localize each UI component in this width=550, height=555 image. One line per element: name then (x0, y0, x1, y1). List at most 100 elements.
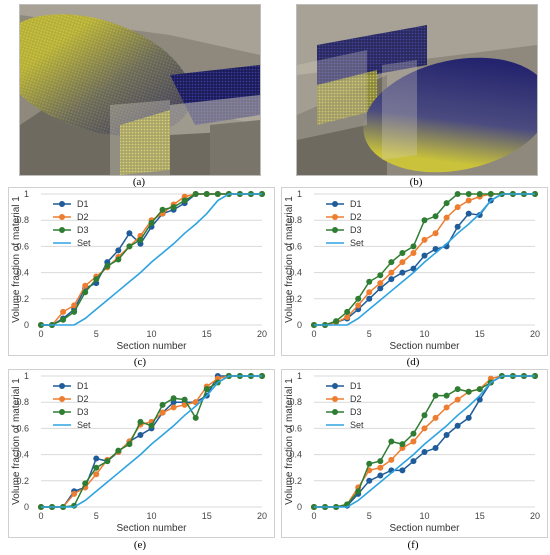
data-point-d2 (71, 490, 78, 497)
data-point-d3 (355, 295, 362, 302)
data-point-d2 (71, 302, 78, 309)
panel-label-c: (c) (133, 356, 147, 368)
data-point-d3 (214, 191, 221, 197)
x-tick-label: 15 (202, 329, 212, 339)
legend-label: Set (77, 420, 91, 430)
data-point-d1 (366, 477, 373, 484)
series-line-d3 (314, 193, 535, 326)
chart-c-frame: 0 0.2 0.4 0.6 0.8 1 0 5 10 15 20 Section number Volu… (8, 187, 275, 356)
data-point-d3 (454, 191, 461, 197)
data-point-d2 (443, 214, 450, 221)
series-line-d2 (314, 193, 535, 326)
data-point-d1 (377, 472, 384, 479)
legend-label: D3 (350, 407, 362, 417)
y-tick-label: 0.8 (16, 215, 29, 225)
panel-label-d: (d) (406, 356, 420, 368)
data-point-d2 (399, 259, 406, 266)
y-tick-label: 0.8 (289, 397, 302, 407)
x-axis-title: Section number (389, 523, 460, 534)
y-tick-label: 0.4 (289, 268, 302, 278)
legend-marker (332, 201, 338, 207)
legend-label: D3 (77, 225, 89, 235)
data-point-d3 (476, 386, 483, 393)
data-point-d3 (93, 464, 100, 471)
data-point-d3 (159, 401, 166, 408)
x-tick-label: 5 (367, 329, 372, 339)
data-point-d1 (476, 211, 483, 218)
panel-label-a: (a) (132, 176, 146, 188)
y-tick-label: 0.6 (16, 423, 29, 433)
data-point-d3 (476, 191, 483, 197)
x-tick-label: 15 (475, 511, 485, 521)
data-point-d1 (421, 448, 428, 455)
x-tick-label: 5 (94, 329, 99, 339)
data-point-d2 (388, 456, 395, 463)
data-point-d3 (366, 278, 373, 285)
legend-label: D2 (350, 212, 362, 222)
data-point-d3 (192, 191, 199, 197)
data-point-d2 (60, 308, 67, 315)
legend-label: D2 (350, 394, 362, 404)
data-point-d1 (377, 285, 384, 292)
x-tick-label: 0 (38, 329, 43, 339)
legend-label: Set (350, 420, 364, 430)
x-axis-title: Section number (116, 523, 187, 534)
y-tick-label: 0 (297, 502, 302, 512)
legend-marker (59, 396, 65, 402)
series-line-set (41, 193, 262, 326)
data-point-d3 (432, 213, 439, 220)
legend-marker (332, 396, 338, 402)
y-tick-label: 0.2 (289, 294, 302, 304)
x-tick-label: 10 (419, 329, 429, 339)
data-point-d3 (71, 308, 78, 315)
data-point-d3 (170, 395, 177, 402)
panel-label-e: (e) (133, 539, 147, 551)
data-point-d3 (192, 414, 199, 421)
data-point-d3 (181, 396, 188, 403)
series-line-d1 (314, 193, 535, 326)
data-point-d1 (432, 445, 439, 452)
data-point-d1 (465, 414, 472, 421)
data-point-d3 (115, 256, 122, 263)
data-point-d3 (421, 217, 428, 224)
y-tick-label: 0.6 (289, 423, 302, 433)
render-a-image (20, 5, 260, 175)
render-a (19, 4, 261, 176)
data-point-d3 (377, 458, 384, 465)
x-tick-label: 0 (311, 329, 316, 339)
legend-label: D3 (350, 225, 362, 235)
data-point-d3 (137, 418, 144, 425)
x-tick-label: 20 (257, 329, 267, 339)
y-tick-label: 0.6 (16, 241, 29, 251)
series-line-d3 (314, 375, 535, 508)
series-line-set (314, 193, 535, 326)
data-point-d2 (344, 314, 351, 321)
legend-marker (332, 227, 338, 233)
data-point-d3 (465, 388, 472, 395)
chart-f-frame: 0 0.2 0.4 0.6 0.8 1 0 5 10 15 20 Section number Volu… (281, 369, 548, 538)
legend-marker (59, 214, 65, 220)
data-point-d1 (126, 230, 133, 237)
data-point-d1 (443, 431, 450, 438)
data-point-d3 (126, 441, 133, 448)
data-point-d3 (104, 458, 111, 465)
data-point-d2 (465, 197, 472, 204)
x-axis-title: Section number (116, 341, 187, 352)
data-point-d2 (82, 282, 89, 289)
data-point-d3 (388, 259, 395, 266)
y-tick-label: 1 (297, 189, 302, 199)
y-tick-label: 0 (297, 320, 302, 330)
series-line-set (41, 375, 262, 508)
data-point-d1 (432, 246, 439, 253)
data-point-d1 (93, 455, 100, 462)
data-point-d1 (465, 210, 472, 217)
data-point-d3 (388, 438, 395, 445)
chart-d-frame: 0 0.2 0.4 0.6 0.8 1 0 5 10 15 20 Section number Volu… (281, 187, 548, 356)
data-point-d3 (60, 316, 67, 323)
y-axis-title: Volume fraction of material 1 (284, 196, 295, 323)
x-tick-label: 5 (94, 511, 99, 521)
y-tick-label: 0 (24, 502, 29, 512)
data-point-d3 (148, 219, 155, 226)
